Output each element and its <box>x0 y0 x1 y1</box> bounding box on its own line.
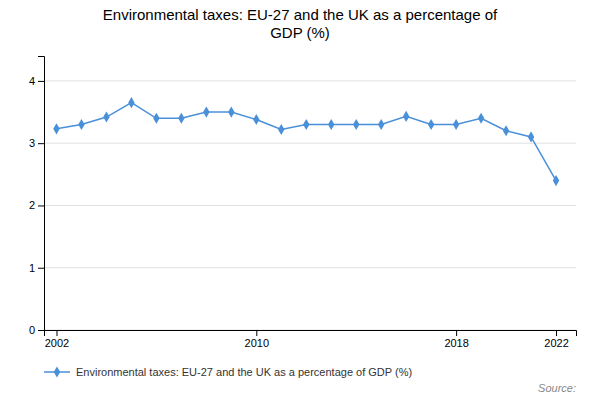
y-tick: 4 <box>29 75 44 87</box>
series-point <box>178 113 184 124</box>
y-tick: 2 <box>29 199 44 211</box>
series-point <box>203 106 209 117</box>
series-point <box>53 123 59 134</box>
y-tick-label: 4 <box>29 75 35 87</box>
y-tick-label: 1 <box>29 262 35 274</box>
source-note: Source: <box>538 382 576 394</box>
x-tick: 2018 <box>444 330 468 349</box>
x-tick-mark <box>456 330 457 336</box>
y-tick-label: 3 <box>29 137 35 149</box>
y-tick-mark <box>38 81 44 82</box>
grid-line <box>44 267 576 268</box>
y-tick-mark <box>38 268 44 269</box>
series-point <box>403 111 409 122</box>
legend-item: Environmental taxes: EU-27 and the UK as… <box>44 366 412 378</box>
series-point <box>103 111 109 122</box>
x-tick-mark <box>256 330 257 336</box>
legend: Environmental taxes: EU-27 and the UK as… <box>44 366 412 378</box>
y-tick-label: 0 <box>29 324 35 336</box>
y-tick-mark <box>38 205 44 206</box>
grid-line <box>44 143 576 144</box>
x-axis: 2002 2010 2018 2022 <box>45 330 577 349</box>
series-point <box>228 106 234 117</box>
legend-swatch-marker <box>54 366 60 377</box>
series-point <box>553 175 559 186</box>
x-tick-label: 2002 <box>45 337 69 349</box>
series-point <box>153 113 159 124</box>
series-point <box>453 119 459 130</box>
chart-container: Environmental taxes: EU-27 and the UK as… <box>0 0 600 400</box>
y-tick-mark <box>38 330 44 331</box>
x-tick-mark <box>556 330 557 336</box>
y-axis-line <box>38 57 45 331</box>
x-tick-label: 2022 <box>544 337 568 349</box>
series-point <box>428 119 434 130</box>
marks <box>53 97 559 186</box>
y-axis: 0 1 2 3 4 <box>29 57 45 337</box>
series-point <box>478 113 484 124</box>
grid <box>44 81 576 330</box>
x-tick: 2002 <box>45 330 69 349</box>
y-tick: 0 <box>29 324 44 336</box>
series-point <box>353 119 359 130</box>
y-tick-label: 2 <box>29 199 35 211</box>
series-point <box>378 119 384 130</box>
chart-title-line: Environmental taxes: EU-27 and the UK as… <box>103 6 498 23</box>
grid-line <box>44 80 576 81</box>
x-tick: 2022 <box>544 330 568 349</box>
chart-title: Environmental taxes: EU-27 and the UK as… <box>103 6 498 41</box>
series-point <box>528 131 534 142</box>
x-tick-mark <box>56 330 57 336</box>
plot-area: 2002 2010 2018 2022 0 1 2 3 4 <box>29 57 577 349</box>
series-line <box>56 103 556 181</box>
series-point <box>128 97 134 108</box>
x-axis-line <box>45 331 577 337</box>
series-point <box>328 119 334 130</box>
series-point <box>253 114 259 125</box>
series-point <box>303 119 309 130</box>
series-point <box>278 124 284 135</box>
x-tick: 2010 <box>245 330 269 349</box>
x-tick-label: 2018 <box>444 337 468 349</box>
y-tick-mark <box>38 143 44 144</box>
series-point <box>503 125 509 136</box>
y-tick: 1 <box>29 262 44 274</box>
series-point <box>78 119 84 130</box>
legend-label: Environmental taxes: EU-27 and the UK as… <box>76 366 412 378</box>
y-tick: 3 <box>29 137 44 149</box>
grid-line <box>44 205 576 206</box>
chart-svg: Environmental taxes: EU-27 and the UK as… <box>0 0 600 400</box>
chart-title-line: GDP (%) <box>270 24 330 41</box>
x-tick-label: 2010 <box>245 337 269 349</box>
